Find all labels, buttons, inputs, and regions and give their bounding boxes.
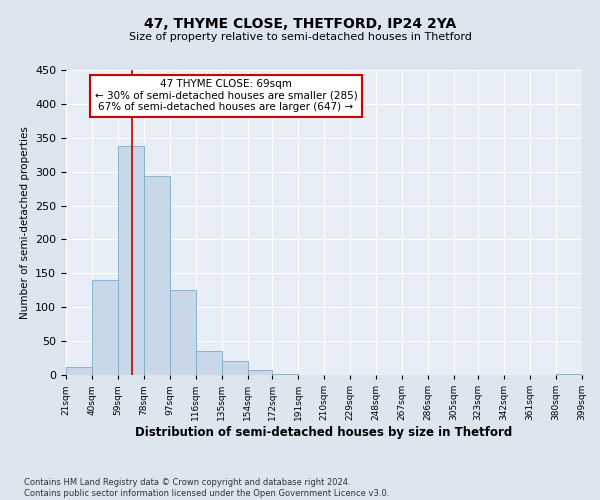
Bar	[66, 367, 92, 375]
Bar	[144, 176, 170, 375]
Bar	[170, 290, 196, 375]
Bar	[118, 146, 144, 375]
Text: 47, THYME CLOSE, THETFORD, IP24 2YA: 47, THYME CLOSE, THETFORD, IP24 2YA	[144, 18, 456, 32]
Bar	[92, 280, 118, 375]
Text: 47 THYME CLOSE: 69sqm
← 30% of semi-detached houses are smaller (285)
67% of sem: 47 THYME CLOSE: 69sqm ← 30% of semi-deta…	[95, 79, 358, 112]
Text: Contains HM Land Registry data © Crown copyright and database right 2024.
Contai: Contains HM Land Registry data © Crown c…	[24, 478, 389, 498]
Y-axis label: Number of semi-detached properties: Number of semi-detached properties	[20, 126, 29, 319]
Bar	[196, 352, 221, 375]
Bar	[272, 374, 298, 375]
Text: Size of property relative to semi-detached houses in Thetford: Size of property relative to semi-detach…	[128, 32, 472, 42]
Bar	[248, 370, 272, 375]
X-axis label: Distribution of semi-detached houses by size in Thetford: Distribution of semi-detached houses by …	[136, 426, 512, 439]
Bar	[221, 362, 248, 375]
Bar	[556, 374, 582, 375]
